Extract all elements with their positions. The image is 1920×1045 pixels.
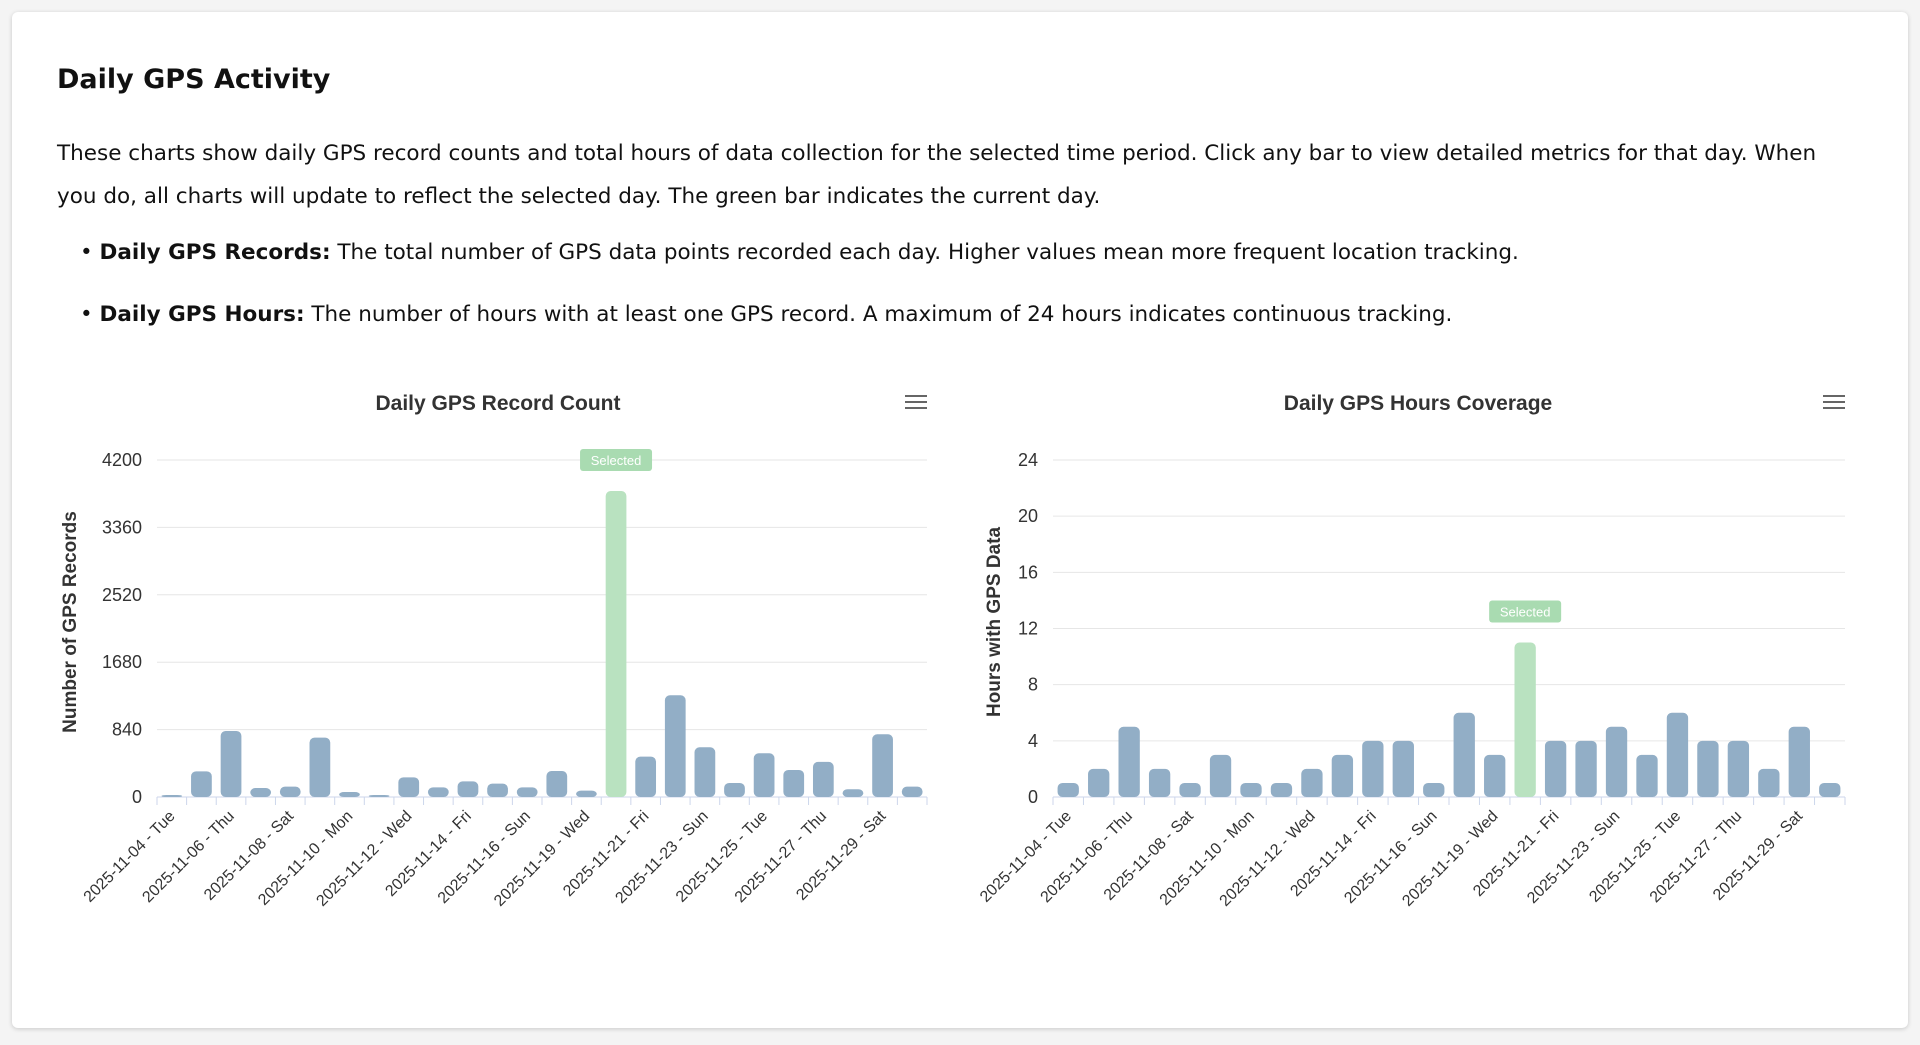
bar[interactable] (309, 737, 331, 797)
selected-badge-label: Selected (1500, 605, 1551, 620)
bar[interactable] (1727, 740, 1750, 797)
bar[interactable] (1819, 782, 1841, 797)
bar[interactable] (1362, 740, 1384, 797)
bar[interactable] (1179, 782, 1201, 797)
bar[interactable] (664, 695, 686, 797)
bar[interactable] (1544, 740, 1567, 797)
y-tick-label: 3360 (102, 517, 142, 537)
bar[interactable] (220, 730, 242, 797)
bar[interactable] (1088, 768, 1110, 797)
bar[interactable] (753, 753, 775, 797)
bar[interactable] (1453, 712, 1475, 797)
bar[interactable] (1148, 768, 1171, 797)
menu-line (1823, 407, 1845, 409)
bar[interactable] (1697, 740, 1719, 797)
hamburger-menu-icon[interactable] (1820, 391, 1848, 413)
bullet-text: The total number of GPS data points reco… (330, 240, 1519, 265)
bar[interactable] (487, 783, 508, 797)
bar[interactable] (1788, 726, 1810, 797)
bar[interactable] (1484, 754, 1506, 797)
y-tick-label: 20 (1018, 506, 1038, 526)
record-count-chart: Daily GPS Record Count 0 840 1680 2520 3360 42… (60, 391, 930, 910)
menu-hit-area[interactable] (902, 391, 930, 413)
selected-bar[interactable] (1514, 642, 1536, 797)
y-tick-label: 8 (1028, 675, 1038, 695)
bar[interactable] (1666, 712, 1689, 797)
bar[interactable] (1118, 726, 1140, 797)
bar[interactable] (250, 788, 272, 797)
bar[interactable] (783, 769, 805, 797)
bar[interactable] (872, 734, 893, 797)
bar[interactable] (1331, 754, 1354, 797)
bullet-text: The number of hours with at least one GP… (304, 302, 1453, 327)
y-tick-label: 4200 (102, 450, 142, 470)
selected-bar[interactable] (605, 491, 627, 797)
bar[interactable] (694, 747, 716, 797)
bullet-term: Daily GPS Records: (99, 240, 331, 265)
gps-activity-card (12, 12, 1908, 1028)
y-tick-label: 0 (1028, 787, 1038, 807)
selected-badge-label: Selected (591, 453, 642, 468)
y-tick-label: 12 (1018, 619, 1038, 639)
hours-coverage-chart: Daily GPS Hours Coverage 0 4 8 12 16 20 24 Hours… (977, 391, 1848, 910)
menu-line (1823, 395, 1845, 397)
bar[interactable] (1301, 768, 1323, 797)
bar[interactable] (279, 786, 301, 797)
selected-badge (1489, 600, 1562, 623)
bar[interactable] (724, 782, 745, 797)
y-tick-label: 0 (132, 787, 142, 807)
chart-title: Daily GPS Record Count (375, 392, 620, 415)
bar[interactable] (1270, 782, 1293, 797)
page-title: Daily GPS Activity (57, 64, 331, 95)
bar[interactable] (635, 756, 657, 797)
y-tick-label: 2520 (102, 585, 142, 605)
bar[interactable] (339, 792, 360, 797)
bar[interactable] (1423, 782, 1445, 797)
bar[interactable] (1209, 754, 1232, 797)
bar[interactable] (1758, 768, 1780, 797)
y-tick-label: 840 (112, 720, 142, 740)
bar[interactable] (1605, 726, 1628, 797)
y-tick-label: 16 (1018, 562, 1038, 582)
y-axis-label: Number of GPS Records (60, 511, 81, 733)
bar[interactable] (191, 771, 212, 797)
bullet-daily-records: • Daily GPS Records: The total number of… (80, 240, 1519, 265)
bar[interactable] (842, 789, 864, 797)
y-tick-label: 24 (1018, 450, 1038, 470)
bar[interactable] (1392, 740, 1414, 797)
bar[interactable] (576, 790, 597, 797)
bar[interactable] (1057, 782, 1079, 797)
bullet-term: Daily GPS Hours: (99, 302, 305, 327)
menu-line (1823, 401, 1845, 403)
chart-title: Daily GPS Hours Coverage (1284, 392, 1552, 415)
bar[interactable] (1636, 754, 1658, 797)
y-tick-label: 4 (1028, 731, 1038, 751)
hamburger-menu-icon[interactable] (902, 391, 930, 413)
menu-line (905, 401, 927, 403)
bar[interactable] (546, 771, 568, 797)
selected-badge (580, 449, 653, 472)
bar[interactable] (368, 795, 390, 797)
bar[interactable] (427, 787, 449, 797)
bar[interactable] (812, 761, 834, 797)
bar[interactable] (457, 781, 479, 797)
bar[interactable] (161, 795, 183, 797)
y-tick-label: 1680 (102, 652, 142, 672)
description: These charts show daily GPS record count… (57, 141, 1817, 209)
bar[interactable] (1575, 740, 1597, 797)
menu-line (905, 395, 927, 397)
y-axis-label: Hours with GPS Data (984, 527, 1005, 717)
bar[interactable] (516, 787, 538, 797)
bar[interactable] (1240, 782, 1262, 797)
bar[interactable] (901, 786, 923, 797)
menu-line (905, 407, 927, 409)
menu-hit-area[interactable] (1820, 391, 1848, 413)
bar[interactable] (398, 777, 420, 797)
bullet-daily-hours: • Daily GPS Hours: The number of hours w… (80, 302, 1453, 327)
